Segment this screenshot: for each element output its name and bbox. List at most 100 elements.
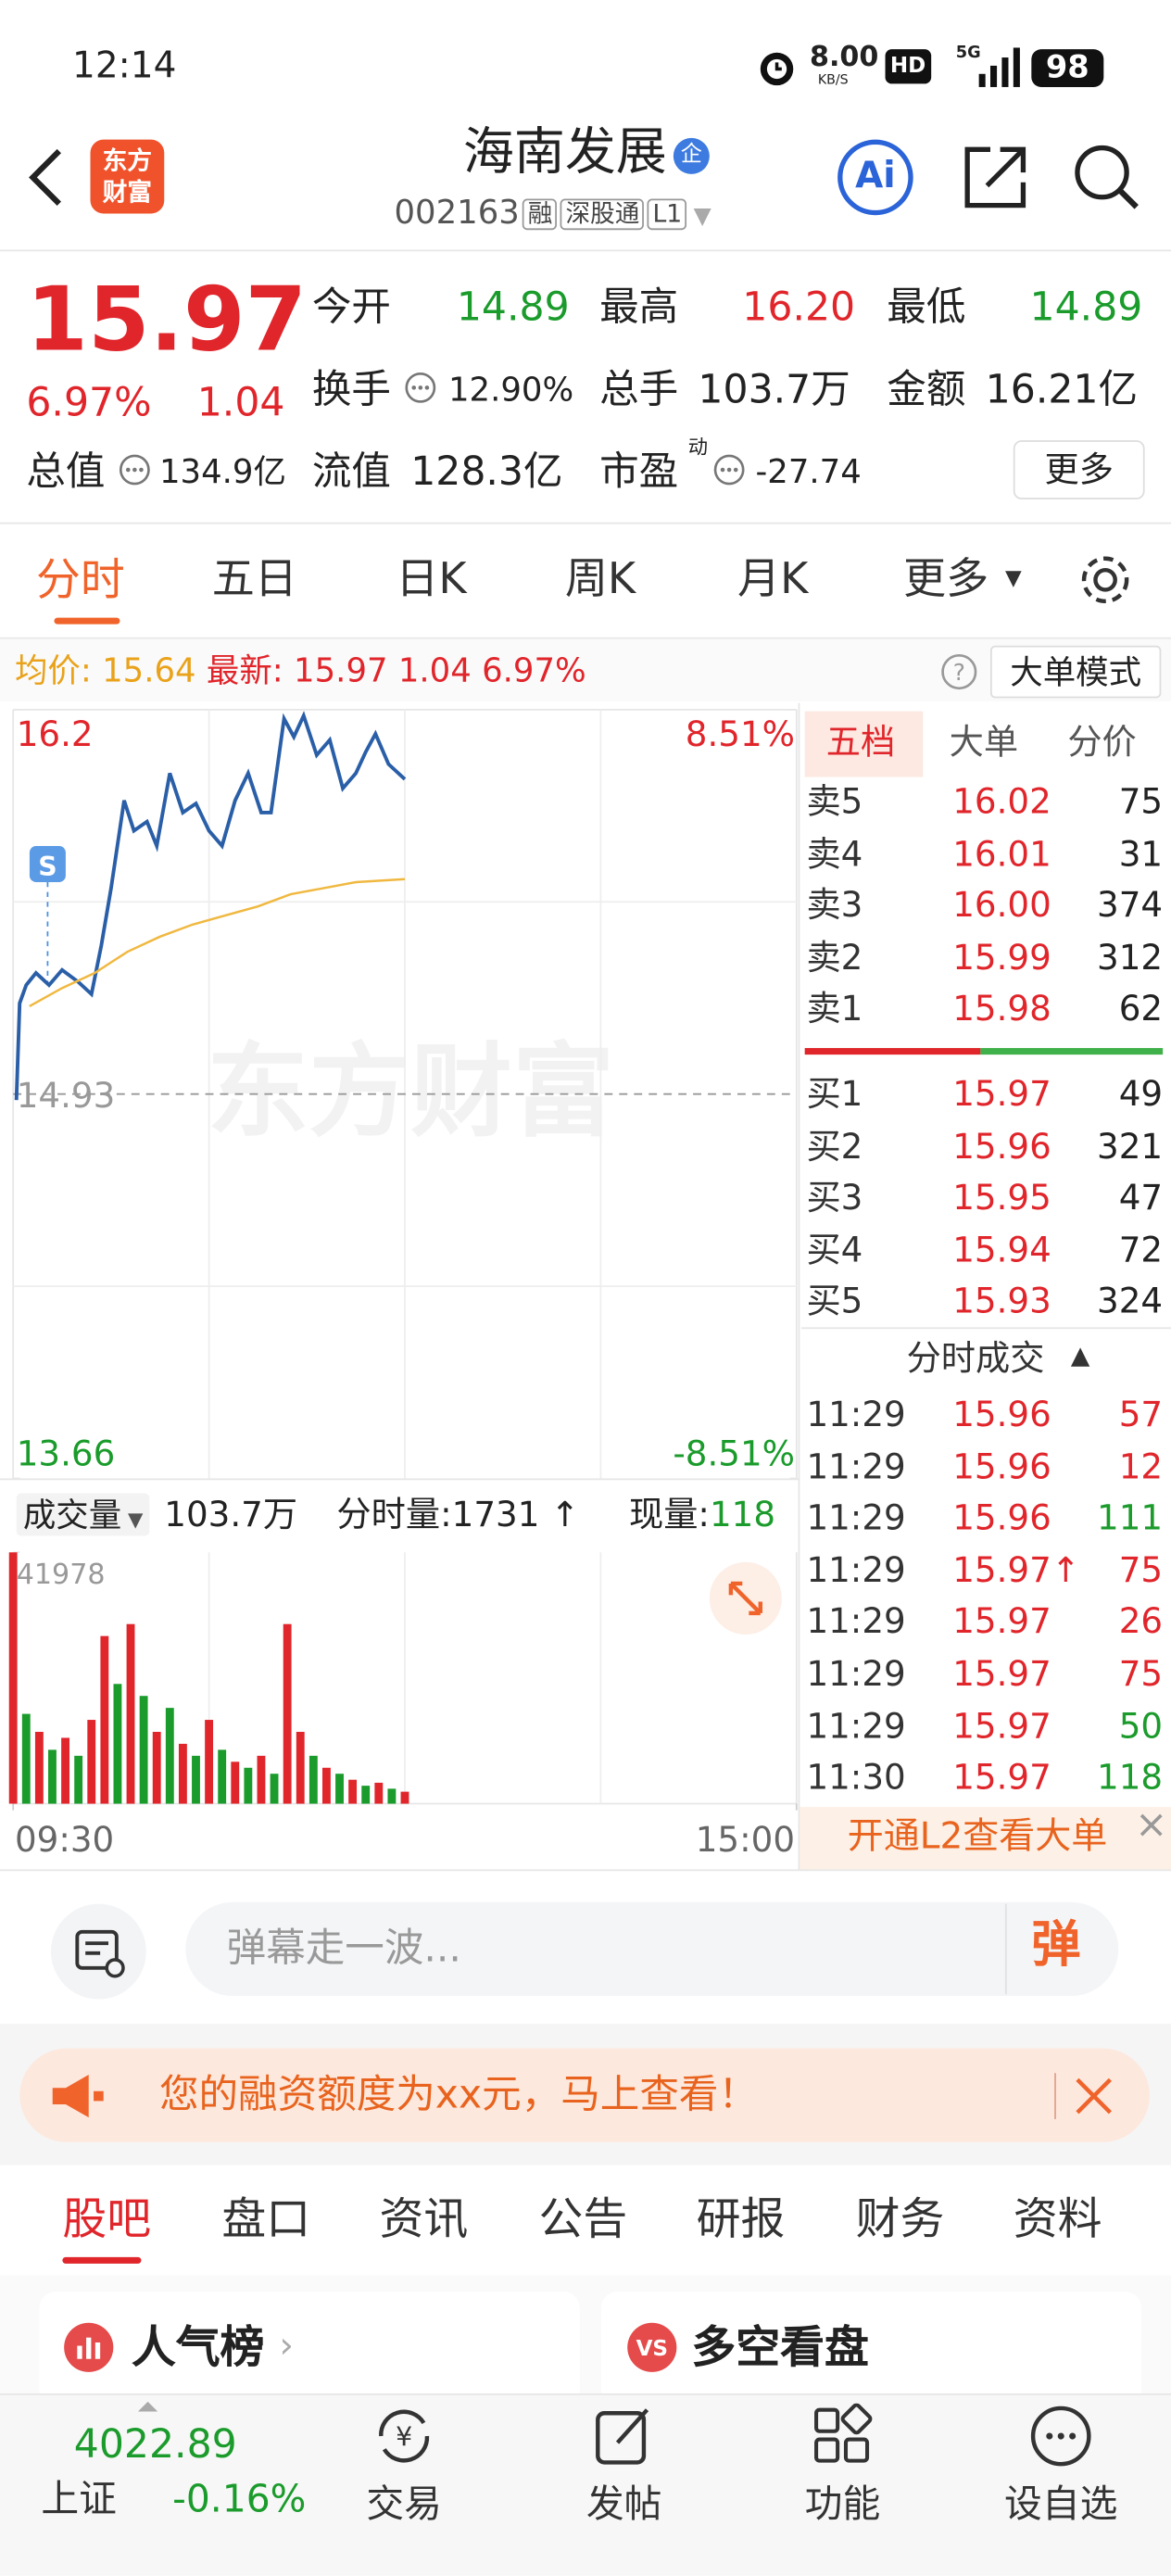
index-name[interactable]: 上证 (41, 2479, 117, 2522)
trade-price: 15.97↑ (952, 1550, 1080, 1590)
l2-banner[interactable] (800, 1807, 1171, 1870)
net-speed: 8.00 (809, 41, 879, 74)
volume-bar (48, 1749, 57, 1804)
info-icon[interactable] (712, 453, 745, 486)
divider (0, 637, 1171, 639)
search-button[interactable] (1071, 141, 1143, 213)
chart-tab[interactable]: 周K (564, 555, 636, 605)
volume-bar (321, 1767, 331, 1804)
function-icon[interactable] (810, 2403, 875, 2469)
chart-tab[interactable]: 五日 (211, 555, 297, 605)
card-title[interactable]: 人气榜 (131, 2322, 265, 2374)
close-l2[interactable] (1137, 1811, 1166, 1840)
sell-price: 15.99 (952, 937, 1051, 978)
volume-bar (205, 1720, 214, 1804)
trade-volume: 26 (1118, 1602, 1164, 1642)
nav-item[interactable]: 功能 (804, 2483, 881, 2527)
buy-label: 买5 (806, 1282, 863, 1322)
trade-volume: 75 (1118, 1654, 1164, 1694)
bottom-tab[interactable]: 股吧 (62, 2194, 152, 2246)
back-button[interactable] (23, 145, 72, 210)
card-title[interactable]: 多空看盘 (691, 2322, 869, 2374)
comment-input[interactable] (185, 1901, 1119, 1996)
buy-label: 买4 (806, 1230, 863, 1270)
book-tab[interactable]: 五档 (825, 723, 896, 763)
watchlist-icon[interactable] (1028, 2404, 1094, 2469)
danmu-button[interactable]: 弹 (1031, 1916, 1081, 1975)
share-button[interactable] (961, 143, 1029, 211)
trade-price: 15.97 (952, 1706, 1051, 1746)
chart-tab[interactable]: 分时 (36, 555, 125, 607)
watermark: 东方财富 (207, 1032, 614, 1151)
volume-bar (113, 1684, 122, 1804)
help-icon[interactable]: ? (939, 652, 979, 692)
card[interactable] (600, 2292, 1142, 2407)
volume-bar (139, 1696, 148, 1804)
alarm-icon (760, 52, 794, 86)
stock-code: 002163 (394, 192, 520, 232)
info-icon[interactable] (404, 372, 436, 404)
price-line (29, 878, 406, 1008)
expand-button[interactable] (708, 1560, 784, 1636)
index-change[interactable]: -0.16% (172, 2479, 307, 2522)
chart-tab[interactable]: 日K (396, 555, 467, 605)
trade-volume: 57 (1118, 1395, 1164, 1434)
comment-placeholder[interactable]: 弹幕走一波... (226, 1925, 461, 1972)
y-tick-label: 13.66 (17, 1433, 116, 1473)
network-type: 5G (955, 44, 981, 63)
volume-dropdown[interactable]: 成交量 ▼ (16, 1493, 150, 1536)
bottom-tab[interactable]: 资料 (1013, 2194, 1102, 2246)
bottom-tab[interactable]: 资讯 (379, 2194, 469, 2246)
volume-bar (244, 1767, 253, 1804)
book-tab[interactable]: 大单 (949, 723, 1019, 763)
sell-volume: 62 (1118, 989, 1164, 1029)
index-value[interactable]: 4022.89 (73, 2421, 237, 2468)
trade-price: 15.96 (952, 1498, 1051, 1538)
sell-pressure (804, 1048, 981, 1055)
app-logo: 东方财富 (90, 139, 165, 214)
buy-label: 买3 (806, 1178, 863, 1218)
trade-icon[interactable]: ¥ (371, 2404, 437, 2469)
nav-item[interactable]: 发帖 (586, 2483, 662, 2527)
bottom-tab[interactable]: 研报 (696, 2194, 786, 2246)
volume-bar (152, 1731, 161, 1804)
bottom-tab[interactable]: 盘口 (221, 2194, 311, 2246)
field-value: 12.90% (447, 369, 574, 410)
settings-button[interactable] (1076, 550, 1135, 610)
signal-badge (29, 845, 66, 882)
danmu-settings[interactable] (49, 1902, 147, 2001)
bottom-tab[interactable]: 公告 (538, 2194, 628, 2246)
rank-icon (64, 2322, 114, 2372)
svg-text:¥: ¥ (396, 2422, 412, 2453)
card[interactable] (39, 2292, 580, 2407)
big-order-mode[interactable]: 大单模式 (989, 645, 1162, 699)
post-icon[interactable] (591, 2404, 657, 2469)
close-promo[interactable] (1074, 2077, 1114, 2116)
avg-label: 均价: (14, 650, 92, 690)
more-button[interactable]: 更多 (1013, 440, 1145, 499)
hd-badge: HD (885, 49, 931, 84)
ai-button[interactable]: Ai (837, 139, 913, 216)
volume-bar (400, 1791, 409, 1804)
promo-banner[interactable] (19, 2048, 1150, 2142)
book-tab[interactable]: 分价 (1067, 723, 1137, 763)
l2-text[interactable]: 开通L2查看大单 (847, 1816, 1108, 1859)
trade-time: 11:29 (806, 1446, 906, 1486)
info-icon[interactable] (119, 453, 151, 486)
y-tick-label: 16.2 (17, 713, 94, 754)
buy-volume: 49 (1118, 1074, 1164, 1114)
promo-text[interactable]: 您的融资额度为xx元，马上查看！ (158, 2071, 758, 2118)
change-amount: 1.04 (196, 379, 285, 426)
nav-item[interactable]: 交易 (366, 2483, 442, 2527)
bottom-tab[interactable]: 财务 (855, 2194, 945, 2246)
volume-bar (192, 1755, 200, 1804)
current-volume-label: 现量: (628, 1495, 710, 1534)
change-pct-info: 6.97% (482, 650, 586, 690)
nav-item[interactable]: 设自选 (1004, 2483, 1118, 2527)
chart-tab[interactable]: 月K (737, 555, 809, 605)
stock-title: 海南发展 (462, 122, 667, 183)
chart-tab[interactable]: 更多 (903, 555, 989, 605)
trade-time: 11:29 (806, 1706, 906, 1746)
buy-volume: 72 (1118, 1230, 1164, 1270)
minute-volume: 分时量:1731 ↑ (336, 1495, 580, 1534)
